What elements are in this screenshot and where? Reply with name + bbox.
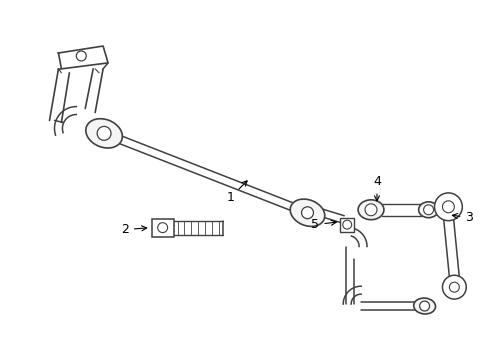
Ellipse shape: [413, 298, 435, 314]
Circle shape: [97, 126, 111, 140]
Circle shape: [434, 193, 461, 221]
Circle shape: [365, 204, 376, 216]
Circle shape: [342, 220, 351, 229]
Ellipse shape: [357, 200, 383, 220]
Circle shape: [442, 275, 466, 299]
Circle shape: [442, 201, 453, 213]
Circle shape: [157, 223, 167, 233]
Text: 2: 2: [121, 223, 146, 236]
Text: 4: 4: [372, 175, 380, 201]
Circle shape: [301, 207, 313, 219]
Circle shape: [448, 282, 458, 292]
Text: 3: 3: [451, 211, 472, 224]
Ellipse shape: [85, 119, 122, 148]
Bar: [340, 218, 353, 231]
Circle shape: [419, 301, 428, 311]
Bar: [151, 219, 173, 237]
Ellipse shape: [290, 199, 324, 226]
Circle shape: [76, 51, 86, 61]
Circle shape: [423, 205, 433, 215]
Text: 1: 1: [226, 181, 246, 204]
Text: 5: 5: [311, 218, 336, 231]
Ellipse shape: [418, 202, 438, 218]
